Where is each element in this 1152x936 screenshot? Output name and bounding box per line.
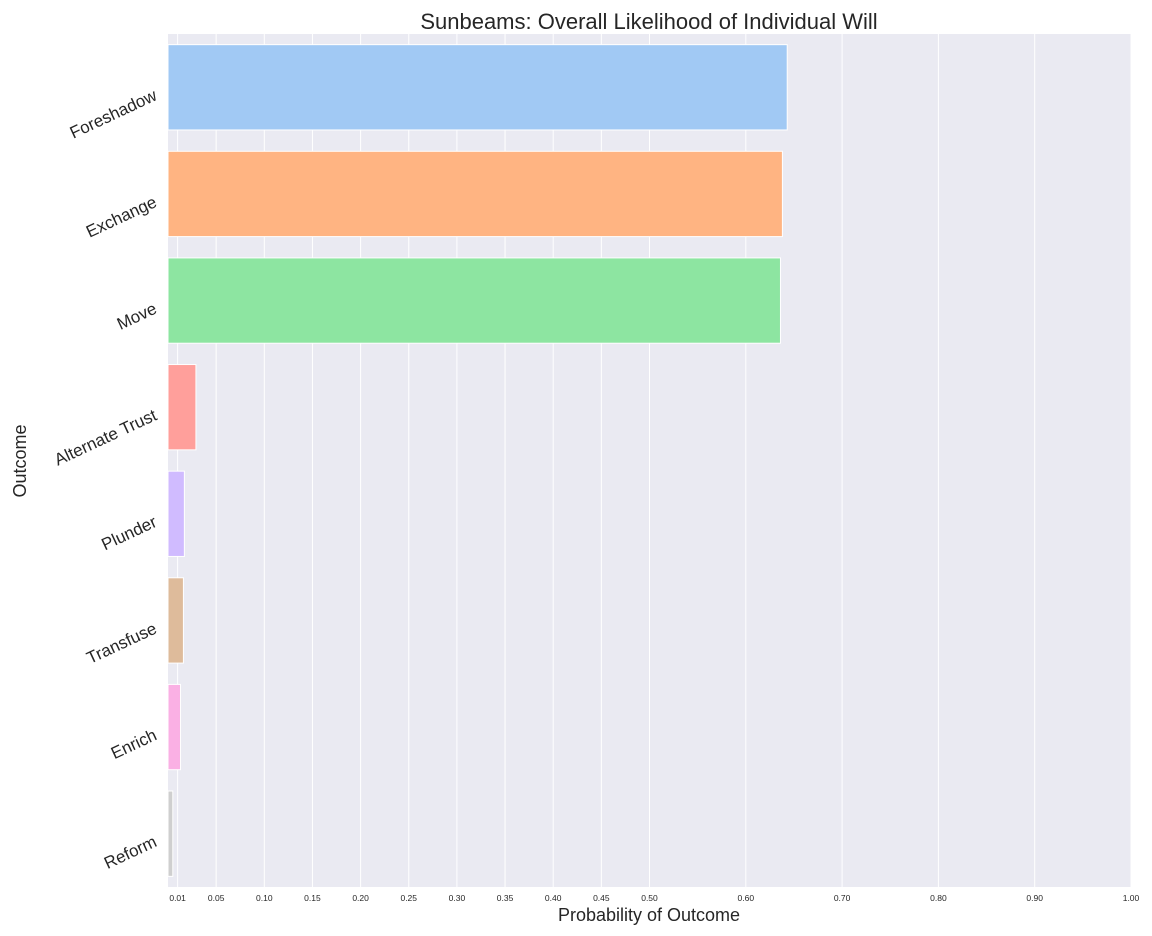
x-tick-label-13: 0.80 [930, 893, 947, 903]
x-tick-label-0: 0.01 [169, 893, 186, 903]
bar-exchange [167, 150, 783, 238]
x-tick-label-2: 0.10 [256, 893, 273, 903]
bar-alternate-trust [167, 364, 197, 451]
x-tick-label-10: 0.50 [641, 893, 658, 903]
x-tick-label-12: 0.70 [834, 893, 851, 903]
y-tick-label-reform: Reform [101, 832, 160, 873]
y-tick-label-enrich: Enrich [108, 725, 160, 763]
bar-move [167, 257, 781, 344]
x-tick-label-7: 0.35 [497, 893, 514, 903]
y-tick-label-transfuse: Transfuse [84, 619, 160, 668]
y-tick-label-foreshadow: Foreshadow [67, 85, 160, 142]
x-tick-label-6: 0.30 [449, 893, 466, 903]
x-tick-label-8: 0.40 [545, 893, 562, 903]
x-tick-labels: 0.01 0.05 0.10 0.15 0.20 0.25 0.30 0.35 0.40 0.45… [169, 893, 1139, 903]
x-tick-label-3: 0.15 [304, 893, 321, 903]
y-tick-label-move: Move [114, 299, 160, 334]
y-axis-label: Outcome [10, 424, 30, 497]
y-tick-labels: Foreshadow Exchange Move Alternate Trust Plu… [51, 85, 160, 872]
x-tick-label-1: 0.05 [208, 893, 225, 903]
x-tick-label-4: 0.20 [352, 893, 369, 903]
bar-plunder [167, 470, 185, 557]
x-tick-label-9: 0.45 [593, 893, 610, 903]
bar-foreshadow [167, 44, 788, 131]
y-tick-label-plunder: Plunder [99, 512, 160, 554]
x-tick-label-14: 0.90 [1026, 893, 1043, 903]
y-tick-label-alternate-trust: Alternate Trust [51, 405, 159, 469]
bar-transfuse [167, 577, 184, 664]
x-tick-label-11: 0.60 [738, 893, 755, 903]
y-tick-label-exchange: Exchange [83, 192, 160, 241]
chart-title: Sunbeams: Overall Likelihood of Individu… [420, 9, 877, 34]
x-axis-label: Probability of Outcome [558, 905, 740, 925]
x-tick-label-15: 1.00 [1123, 893, 1140, 903]
bars [167, 44, 788, 877]
bar-enrich [167, 683, 182, 771]
x-tick-label-5: 0.25 [400, 893, 417, 903]
bar-reform [167, 790, 174, 877]
